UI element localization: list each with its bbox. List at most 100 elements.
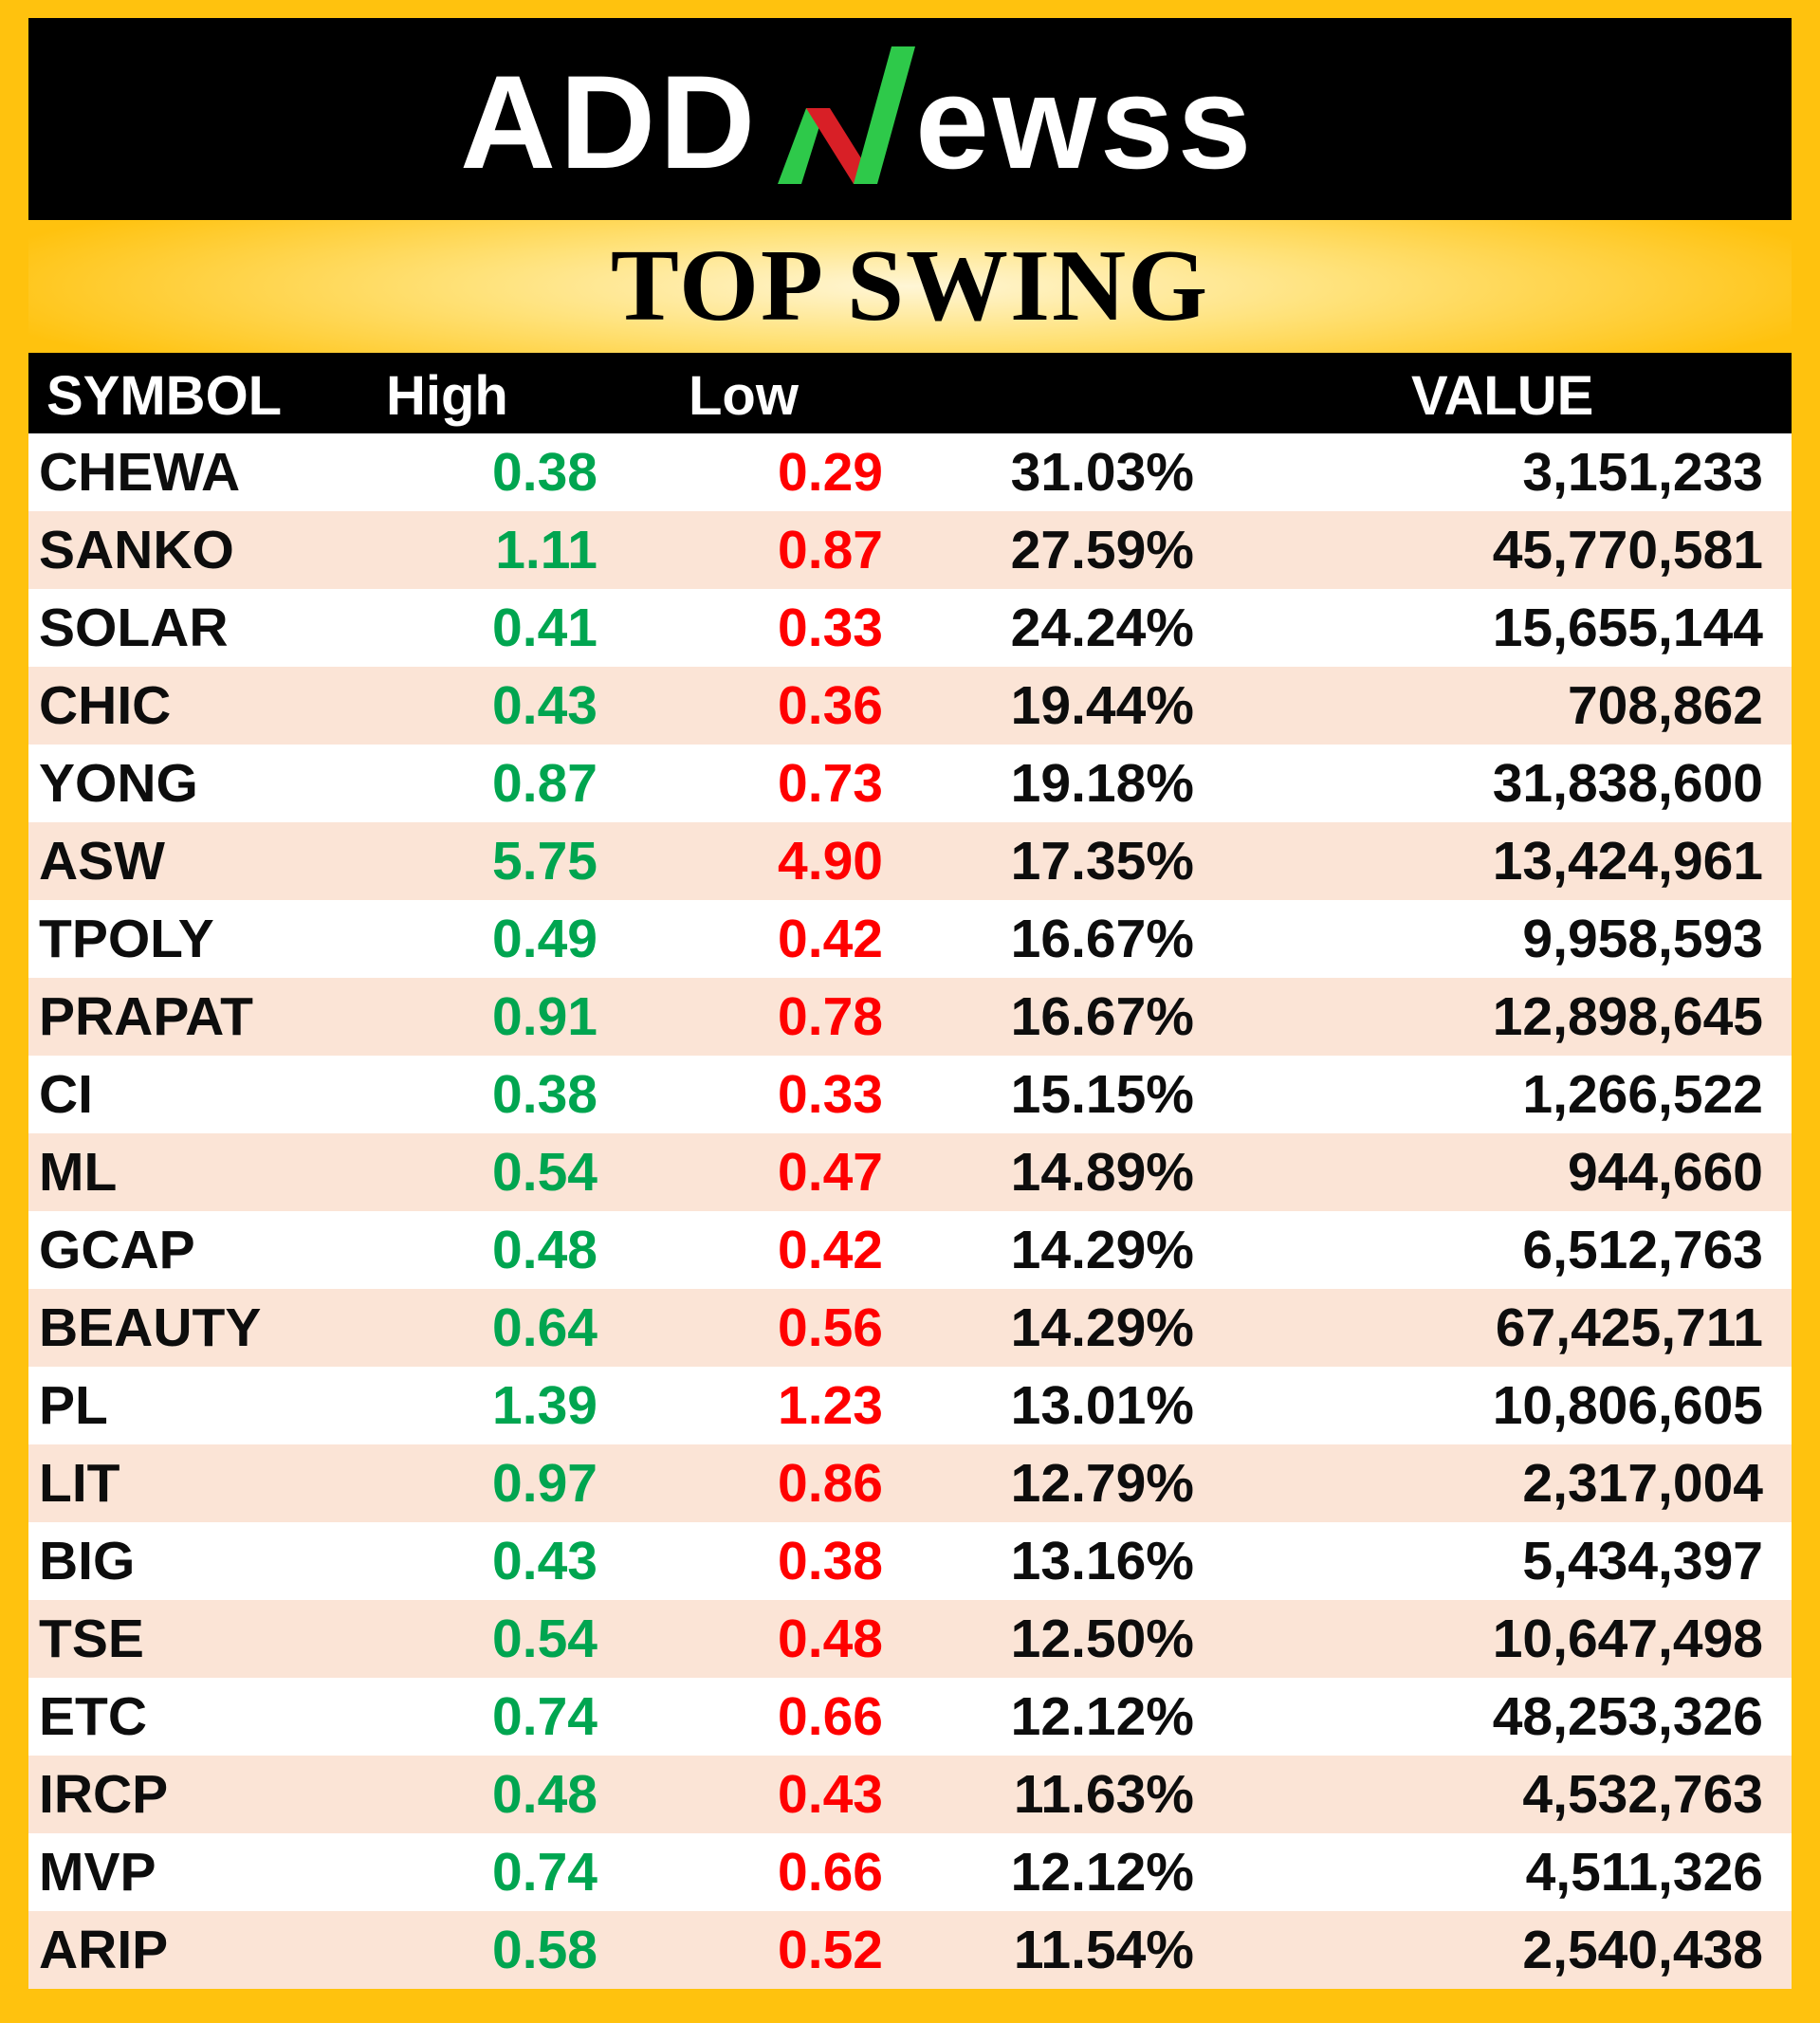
cell-symbol: TPOLY <box>39 909 214 969</box>
cell-high: 0.54 <box>492 1609 597 1669</box>
cell-pct: 31.03% <box>1010 442 1194 503</box>
cell-high: 0.54 <box>492 1142 597 1203</box>
swing-table: SYMBOL High Low VALUE CHEWA 0.38 0.29 31.03… <box>28 353 1792 1989</box>
cell-high: 0.48 <box>492 1764 597 1825</box>
cell-symbol: MVP <box>39 1842 156 1903</box>
cell-symbol: TSE <box>39 1609 144 1669</box>
header-value: VALUE <box>1411 365 1594 427</box>
cell-symbol: SOLAR <box>39 598 229 658</box>
cell-value: 708,862 <box>1567 675 1763 736</box>
cell-low: 0.36 <box>778 675 883 736</box>
cell-pct: 14.89% <box>1010 1142 1194 1203</box>
cell-pct: 12.50% <box>1010 1609 1194 1669</box>
cell-pct: 24.24% <box>1010 598 1194 658</box>
cell-symbol: ETC <box>39 1686 147 1747</box>
cell-high: 0.64 <box>492 1297 597 1358</box>
cell-value: 13,424,961 <box>1492 831 1763 892</box>
cell-low: 0.56 <box>778 1297 883 1358</box>
table-header: SYMBOL High Low VALUE <box>28 353 1792 433</box>
cell-pct: 11.54% <box>1013 1920 1194 1980</box>
header-symbol: SYMBOL <box>46 365 283 427</box>
cell-high: 0.74 <box>492 1842 597 1903</box>
logo-banner: ADD ewss <box>28 18 1792 220</box>
cell-low: 0.52 <box>778 1920 883 1980</box>
table-row: LIT 0.97 0.86 12.79% 2,317,004 <box>28 1444 1792 1522</box>
cell-symbol: IRCP <box>39 1764 169 1825</box>
cell-pct: 16.67% <box>1010 909 1194 969</box>
cell-value: 1,266,522 <box>1522 1064 1763 1125</box>
cell-symbol: ML <box>39 1142 118 1203</box>
cell-low: 0.78 <box>778 986 883 1047</box>
cell-pct: 14.29% <box>1010 1220 1194 1280</box>
cell-high: 0.49 <box>492 909 597 969</box>
cell-low: 0.42 <box>778 1220 883 1280</box>
cell-low: 0.87 <box>778 520 883 580</box>
table-row: BIG 0.43 0.38 13.16% 5,434,397 <box>28 1522 1792 1600</box>
cell-pct: 13.01% <box>1010 1375 1194 1436</box>
table-row: GCAP 0.48 0.42 14.29% 6,512,763 <box>28 1211 1792 1289</box>
cell-low: 0.66 <box>778 1686 883 1747</box>
cell-high: 1.39 <box>492 1375 597 1436</box>
page-title: TOP SWING <box>610 230 1210 342</box>
logo-n-mark <box>778 46 915 184</box>
cell-symbol: BIG <box>39 1531 136 1591</box>
cell-value: 31,838,600 <box>1492 753 1763 814</box>
cell-pct: 27.59% <box>1010 520 1194 580</box>
cell-low: 4.90 <box>778 831 883 892</box>
cell-low: 0.33 <box>778 598 883 658</box>
cell-symbol: CHEWA <box>39 442 241 503</box>
cell-value: 9,958,593 <box>1522 909 1763 969</box>
table-row: SANKO 1.11 0.87 27.59% 45,770,581 <box>28 511 1792 589</box>
cell-value: 15,655,144 <box>1492 598 1763 658</box>
table-row: ASW 5.75 4.90 17.35% 13,424,961 <box>28 822 1792 900</box>
cell-high: 0.43 <box>492 1531 597 1591</box>
cell-value: 3,151,233 <box>1522 442 1763 503</box>
cell-low: 0.33 <box>778 1064 883 1125</box>
cell-high: 0.87 <box>492 753 597 814</box>
title-band: TOP SWING <box>28 220 1792 353</box>
cell-pct: 19.44% <box>1010 675 1194 736</box>
cell-value: 67,425,711 <box>1495 1297 1763 1358</box>
cell-value: 4,511,326 <box>1525 1842 1763 1903</box>
cell-value: 6,512,763 <box>1522 1220 1763 1280</box>
table-row: PRAPAT 0.91 0.78 16.67% 12,898,645 <box>28 978 1792 1056</box>
table-row: CI 0.38 0.33 15.15% 1,266,522 <box>28 1056 1792 1133</box>
header-high: High <box>386 365 508 427</box>
cell-pct: 16.67% <box>1010 986 1194 1047</box>
cell-symbol: GCAP <box>39 1220 195 1280</box>
header-low: Low <box>689 365 799 427</box>
table-row: TPOLY 0.49 0.42 16.67% 9,958,593 <box>28 900 1792 978</box>
cell-value: 4,532,763 <box>1522 1764 1763 1825</box>
cell-value: 10,647,498 <box>1492 1609 1763 1669</box>
cell-high: 0.38 <box>492 442 597 503</box>
cell-high: 1.11 <box>495 520 597 580</box>
cell-symbol: BEAUTY <box>39 1297 262 1358</box>
cell-value: 10,806,605 <box>1492 1375 1763 1436</box>
table-row: MVP 0.74 0.66 12.12% 4,511,326 <box>28 1833 1792 1911</box>
cell-value: 45,770,581 <box>1492 520 1763 580</box>
cell-value: 12,898,645 <box>1492 986 1763 1047</box>
cell-high: 0.43 <box>492 675 597 736</box>
cell-symbol: LIT <box>39 1453 120 1514</box>
cell-symbol: ARIP <box>39 1920 169 1980</box>
cell-pct: 17.35% <box>1010 831 1194 892</box>
cell-symbol: PRAPAT <box>39 986 253 1047</box>
table-row: ARIP 0.58 0.52 11.54% 2,540,438 <box>28 1911 1792 1989</box>
cell-pct: 11.63% <box>1013 1764 1194 1825</box>
table-row: TSE 0.54 0.48 12.50% 10,647,498 <box>28 1600 1792 1678</box>
table-row: SOLAR 0.41 0.33 24.24% 15,655,144 <box>28 589 1792 667</box>
cell-pct: 12.79% <box>1010 1453 1194 1514</box>
cell-high: 0.97 <box>492 1453 597 1514</box>
cell-symbol: CI <box>39 1064 93 1125</box>
cell-low: 0.43 <box>778 1764 883 1825</box>
cell-high: 0.91 <box>492 986 597 1047</box>
cell-low: 0.38 <box>778 1531 883 1591</box>
cell-symbol: ASW <box>39 831 165 892</box>
cell-value: 5,434,397 <box>1522 1531 1763 1591</box>
cell-low: 0.66 <box>778 1842 883 1903</box>
cell-value: 2,317,004 <box>1522 1453 1763 1514</box>
cell-pct: 12.12% <box>1010 1686 1194 1747</box>
table-row: PL 1.39 1.23 13.01% 10,806,605 <box>28 1367 1792 1444</box>
cell-low: 0.29 <box>778 442 883 503</box>
